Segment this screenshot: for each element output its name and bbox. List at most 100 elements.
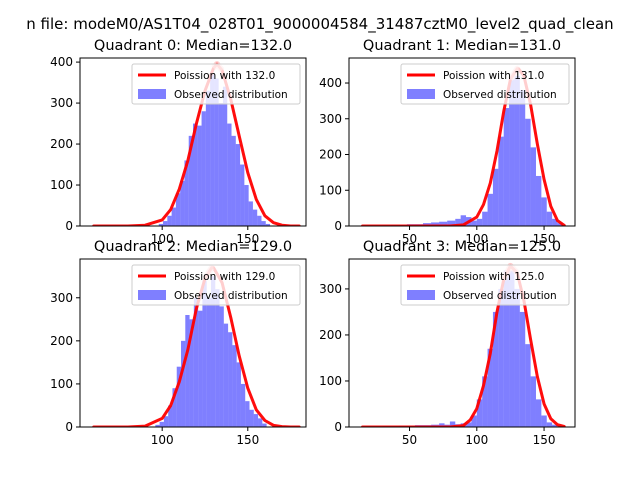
histogram-bar bbox=[541, 197, 547, 226]
histogram-bar bbox=[482, 376, 488, 427]
x-tick-label: 100 bbox=[151, 232, 174, 246]
legend-box bbox=[400, 264, 570, 306]
x-tick-label: 150 bbox=[533, 232, 556, 246]
histogram-bar bbox=[197, 125, 202, 226]
histogram-bar bbox=[245, 401, 250, 427]
y-tick-label: 300 bbox=[50, 291, 73, 305]
histogram-bar bbox=[503, 270, 510, 427]
histogram-bar bbox=[159, 421, 164, 427]
histogram-bar bbox=[218, 103, 223, 226]
x-tick-label: 150 bbox=[236, 433, 259, 447]
y-tick-label: 200 bbox=[319, 148, 342, 162]
histogram-bar bbox=[455, 218, 461, 226]
histogram-bar bbox=[181, 340, 186, 427]
axes-frame bbox=[79, 57, 307, 227]
y-tick-label: 100 bbox=[50, 178, 73, 192]
histogram-bar bbox=[201, 111, 206, 226]
legend-label-observed: Observed distribution bbox=[443, 290, 557, 302]
histogram-bar bbox=[219, 306, 224, 427]
histogram-bar bbox=[498, 136, 504, 226]
y-tick-label: 100 bbox=[319, 183, 342, 197]
histogram-bar bbox=[449, 421, 456, 427]
quadrant-0-title: Quadrant 0: Median=132.0 bbox=[94, 38, 292, 54]
legend-label-poisson: Poission with 129.0 bbox=[174, 271, 275, 283]
histogram-bar bbox=[487, 348, 493, 427]
y-tick-label: 0 bbox=[334, 420, 342, 434]
histogram-bar bbox=[185, 315, 190, 427]
x-tick-label: 100 bbox=[151, 433, 174, 447]
histogram-bar bbox=[240, 164, 245, 226]
histogram-bar bbox=[175, 193, 181, 226]
histogram-bar bbox=[431, 222, 440, 226]
histogram-bar bbox=[236, 362, 241, 427]
histogram-bar bbox=[258, 418, 263, 427]
x-tick-label: 50 bbox=[402, 433, 417, 447]
histogram-bar bbox=[171, 207, 176, 226]
histogram-bar bbox=[530, 376, 536, 427]
legend: Poission with 125.0 Observed distribution bbox=[400, 264, 570, 306]
histogram-bar bbox=[158, 223, 164, 226]
histogram-bar bbox=[476, 218, 483, 226]
legend-label-observed: Observed distribution bbox=[174, 290, 288, 302]
histogram-bar bbox=[172, 388, 177, 427]
histogram-bar bbox=[198, 310, 203, 427]
x-tick-label: 150 bbox=[533, 433, 556, 447]
histogram-bar bbox=[193, 123, 198, 226]
legend-label-observed: Observed distribution bbox=[174, 89, 288, 101]
histogram-bar bbox=[248, 201, 253, 226]
histogram-bar bbox=[215, 289, 220, 427]
y-tick-label: 300 bbox=[50, 96, 73, 110]
axes-frame bbox=[348, 57, 576, 227]
quadrant-2-title: Quadrant 2: Median=129.0 bbox=[94, 239, 292, 255]
histogram-bar bbox=[460, 215, 467, 226]
histogram-bar bbox=[525, 344, 531, 427]
histogram-bar bbox=[492, 311, 499, 427]
legend-box bbox=[131, 264, 301, 306]
legend: Poission with 132.0 Observed distribution bbox=[131, 63, 301, 105]
histogram-bar bbox=[222, 86, 228, 226]
histogram-bar bbox=[188, 135, 193, 226]
y-tick-label: 200 bbox=[50, 334, 73, 348]
histogram-bar bbox=[210, 276, 216, 427]
x-tick-label: 100 bbox=[465, 433, 488, 447]
y-tick-label: 400 bbox=[50, 55, 73, 69]
histogram-bar bbox=[498, 288, 504, 427]
legend: Poission with 131.0 Observed distribution bbox=[400, 63, 570, 105]
histogram-bar bbox=[228, 332, 233, 427]
histogram-bar bbox=[253, 414, 259, 427]
histogram-bar bbox=[439, 423, 445, 427]
histogram-bar bbox=[471, 220, 477, 226]
histogram-bar bbox=[227, 123, 232, 226]
histogram-bar bbox=[546, 211, 553, 226]
histogram-bar bbox=[476, 399, 483, 427]
histogram-bar bbox=[262, 423, 267, 427]
histogram-bar bbox=[519, 311, 526, 427]
x-tick-label: 100 bbox=[465, 232, 488, 246]
axes-frame bbox=[79, 258, 307, 428]
legend-patch-swatch bbox=[407, 89, 435, 99]
histogram-bar bbox=[244, 185, 249, 226]
histogram-bar bbox=[261, 221, 266, 226]
legend: Poission with 129.0 Observed distribution bbox=[131, 264, 301, 306]
histogram-bar bbox=[557, 223, 563, 226]
histogram-bar bbox=[447, 220, 456, 226]
histogram-bar bbox=[232, 345, 237, 427]
histogram-bar bbox=[210, 74, 215, 226]
histogram-bar bbox=[535, 175, 542, 226]
histogram-bar bbox=[206, 297, 211, 427]
y-tick-label: 300 bbox=[319, 112, 342, 126]
legend-box bbox=[400, 63, 570, 105]
histogram-bar bbox=[471, 415, 477, 427]
histogram-bar bbox=[552, 218, 558, 226]
histogram-bar bbox=[235, 144, 241, 226]
y-tick-label: 400 bbox=[319, 76, 342, 90]
histogram-bar bbox=[503, 108, 510, 226]
histogram-bar bbox=[240, 383, 246, 427]
legend-box bbox=[131, 63, 301, 105]
y-tick-label: 200 bbox=[50, 137, 73, 151]
y-tick-label: 0 bbox=[65, 420, 73, 434]
histogram-bar bbox=[487, 193, 493, 226]
figure-suptitle: n file: modeM0/AS1T04_028T01_9000004584_… bbox=[26, 15, 613, 34]
legend-label-poisson: Poission with 132.0 bbox=[174, 70, 275, 82]
